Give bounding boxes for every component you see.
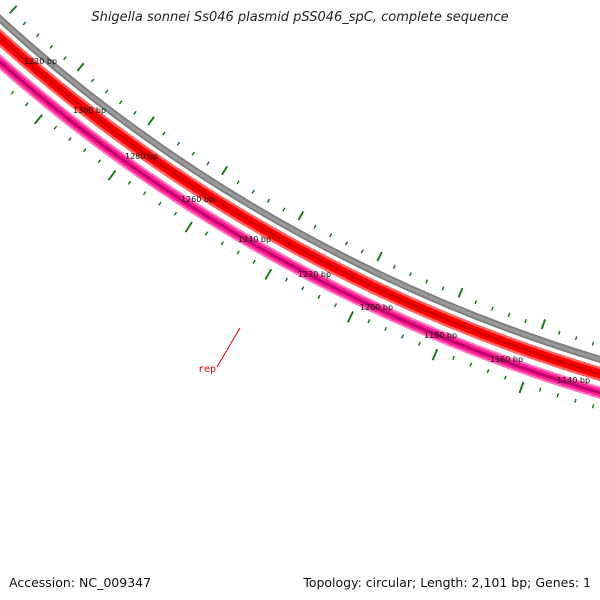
minor-tick-outer <box>329 233 333 238</box>
scale-ticks <box>0 5 595 409</box>
major-tick-inner <box>264 268 273 281</box>
minor-tick-inner <box>97 159 102 164</box>
cds-band-shade <box>0 35 600 376</box>
minor-tick-inner <box>252 259 256 264</box>
minor-tick-inner <box>401 334 404 339</box>
minor-tick-inner <box>158 201 162 206</box>
minor-tick-outer <box>162 131 166 136</box>
major-tick-outer <box>540 319 546 330</box>
major-tick-inner <box>33 113 44 125</box>
map-title: Shigella sonnei Ss046 plasmid pSS046_spC… <box>91 10 509 25</box>
minor-tick-inner <box>220 240 224 246</box>
minor-tick-inner <box>24 102 29 107</box>
gene-label-rep: rep <box>198 364 216 375</box>
minor-tick-outer <box>425 279 429 284</box>
minor-tick-inner <box>486 369 490 374</box>
minor-tick-outer <box>591 341 595 346</box>
scale-labels: 1320 bp 1300 bp 1280 bp 1260 bp 1240 bp 1220 … <box>24 57 590 385</box>
minor-tick-outer <box>360 249 364 254</box>
backbone-ring-highlight <box>0 16 600 361</box>
topology-summary: Topology: circular; Length: 2,101 bp; Ge… <box>303 575 591 590</box>
minor-tick-outer <box>524 318 528 324</box>
major-tick-outer <box>457 287 464 298</box>
scale-label: 1200 bp <box>360 303 393 312</box>
minor-tick-outer <box>35 33 40 38</box>
minor-tick-outer <box>574 336 578 341</box>
minor-tick-outer <box>392 264 396 269</box>
minor-tick-outer <box>22 21 27 26</box>
major-tick-inner <box>431 348 439 361</box>
minor-tick-outer <box>474 300 478 305</box>
major-tick-outer <box>297 210 305 221</box>
feature-arcs <box>0 14 600 399</box>
minor-tick-inner <box>556 393 560 398</box>
major-tick-inner <box>346 311 354 323</box>
minor-tick-inner <box>68 136 72 142</box>
minor-tick-inner <box>367 319 371 324</box>
scale-label: 1300 bp <box>73 106 106 115</box>
gene-labels: rep <box>198 327 241 375</box>
minor-tick-inner <box>334 303 338 308</box>
minor-tick-outer <box>251 189 255 194</box>
minor-tick-inner <box>53 125 58 130</box>
minor-tick-outer <box>133 110 137 115</box>
scale-label: 1140 bp <box>557 376 590 385</box>
minor-tick-inner <box>591 404 595 409</box>
minor-tick-outer <box>236 180 240 185</box>
minor-tick-inner <box>236 250 240 255</box>
gene-band-shade <box>0 59 600 395</box>
minor-tick-inner <box>538 387 542 392</box>
major-tick-inner <box>184 221 193 233</box>
scale-label: 1320 bp <box>24 57 57 66</box>
major-tick-outer <box>221 165 229 176</box>
minor-tick-inner <box>301 286 305 291</box>
scale-label: 1160 bp <box>490 355 523 364</box>
minor-tick-inner <box>173 211 178 216</box>
minor-tick-outer <box>90 78 95 83</box>
minor-tick-inner <box>127 180 132 185</box>
minor-tick-inner <box>10 90 15 95</box>
major-tick-outer <box>376 251 383 262</box>
minor-tick-outer <box>282 207 286 212</box>
major-tick-inner <box>518 381 525 394</box>
major-tick-outer <box>9 5 18 14</box>
minor-tick-outer <box>206 161 210 166</box>
minor-tick-inner <box>82 148 87 153</box>
scale-label: 1240 bp <box>238 235 271 244</box>
minor-tick-outer <box>191 151 195 156</box>
minor-tick-outer <box>104 89 109 94</box>
minor-tick-outer <box>344 241 349 246</box>
gene-leader-line <box>216 327 241 368</box>
minor-tick-outer <box>63 56 67 61</box>
accession-text: Accession: NC_009347 <box>9 575 152 590</box>
minor-tick-outer <box>176 141 181 146</box>
minor-tick-outer <box>49 44 54 49</box>
minor-tick-inner <box>142 191 147 196</box>
minor-tick-outer <box>507 312 511 318</box>
minor-tick-inner <box>204 231 209 236</box>
minor-tick-outer <box>408 272 412 277</box>
minor-tick-inner <box>574 398 577 404</box>
scale-label: 1260 bp <box>181 195 214 204</box>
minor-tick-inner <box>452 355 456 361</box>
minor-tick-inner <box>284 277 289 282</box>
minor-tick-inner <box>384 326 388 332</box>
minor-tick-outer <box>266 198 271 203</box>
scale-label: 1280 bp <box>125 152 158 161</box>
minor-tick-outer <box>441 286 445 291</box>
minor-tick-inner <box>317 294 321 299</box>
minor-tick-outer <box>118 100 123 105</box>
minor-tick-outer <box>490 306 494 311</box>
major-tick-outer <box>147 116 155 126</box>
minor-tick-outer <box>557 330 561 335</box>
minor-tick-inner <box>469 362 473 367</box>
minor-tick-inner <box>503 375 507 380</box>
major-tick-outer <box>76 62 85 72</box>
scale-label: 1220 bp <box>298 270 331 279</box>
minor-tick-outer <box>313 224 317 230</box>
scale-label: 1180 bp <box>424 331 457 340</box>
minor-tick-inner <box>417 341 421 346</box>
major-tick-inner <box>107 169 117 181</box>
